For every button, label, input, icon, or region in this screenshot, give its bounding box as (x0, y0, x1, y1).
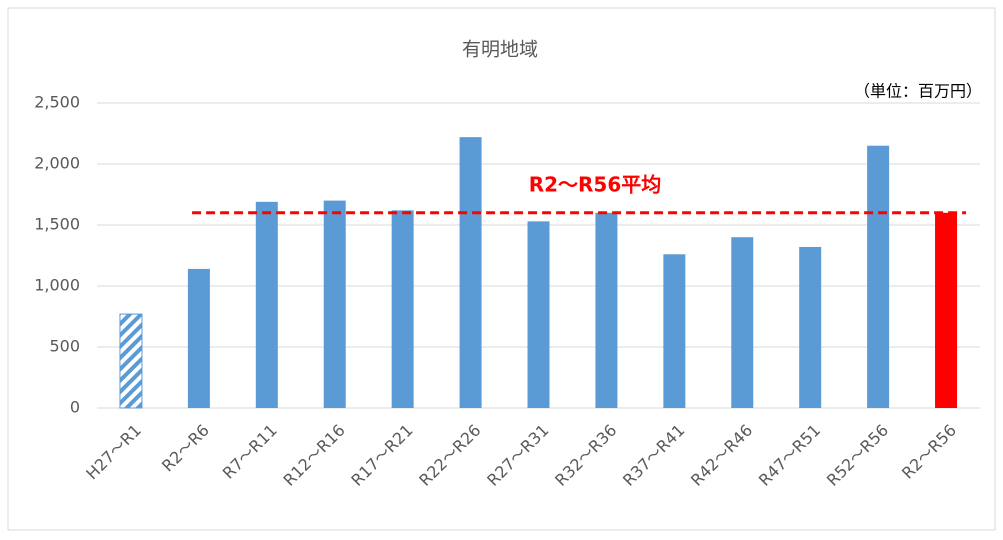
y-tick-label: 500 (49, 337, 80, 356)
bar (323, 200, 346, 408)
chart-title: 有明地域 (462, 39, 538, 61)
bar (187, 268, 210, 408)
average-label: R2～R56平均 (529, 173, 662, 197)
bar (867, 145, 890, 408)
chart-frame (7, 7, 996, 531)
y-tick-label: 1,500 (34, 215, 80, 234)
y-tick-label: 2,500 (34, 93, 80, 112)
bar (527, 221, 550, 408)
y-tick-label: 0 (70, 398, 80, 417)
bar (391, 210, 414, 408)
bar (459, 137, 482, 408)
bar (731, 237, 754, 408)
bar (935, 212, 958, 408)
y-tick-label: 2,000 (34, 154, 80, 173)
bar (663, 254, 686, 408)
bar (799, 246, 822, 408)
y-tick-label: 1,000 (34, 276, 80, 295)
bar (595, 212, 618, 408)
bar (119, 313, 143, 409)
unit-note: （単位：百万円） (854, 82, 982, 101)
bar (255, 201, 278, 408)
